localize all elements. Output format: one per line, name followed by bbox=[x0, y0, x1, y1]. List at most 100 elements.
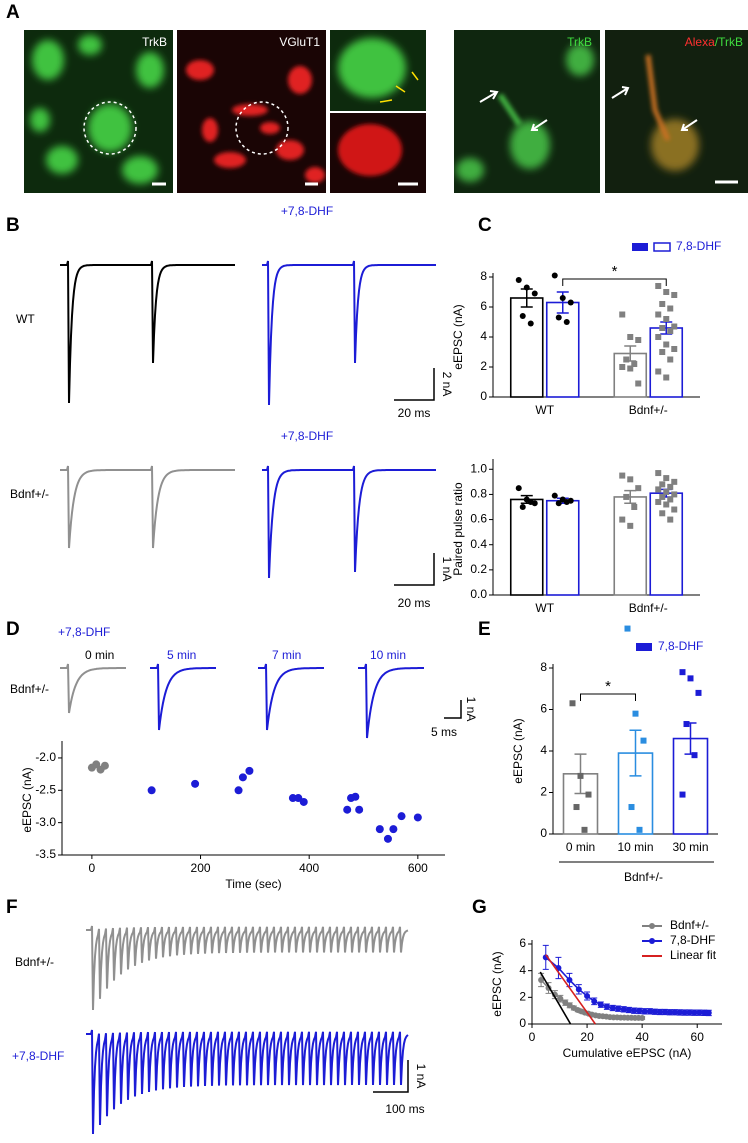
data-point bbox=[567, 299, 574, 306]
data-point bbox=[632, 710, 639, 717]
data-point bbox=[413, 813, 422, 822]
y-tick-label: 6 bbox=[480, 299, 487, 313]
data-point bbox=[551, 492, 558, 499]
data-point bbox=[575, 986, 582, 993]
data-point bbox=[701, 1009, 708, 1016]
data-point bbox=[655, 368, 662, 375]
data-point bbox=[625, 1007, 632, 1013]
y-tick-label: 4 bbox=[480, 329, 487, 343]
data-point bbox=[659, 510, 666, 517]
data-point bbox=[663, 316, 670, 322]
data-point bbox=[667, 496, 674, 503]
data-point bbox=[667, 305, 674, 312]
data-point bbox=[615, 1005, 622, 1012]
data-point bbox=[667, 328, 674, 334]
data-point bbox=[655, 470, 662, 477]
data-point bbox=[563, 319, 570, 325]
data-point bbox=[238, 773, 247, 782]
x-tick-label: 0 min bbox=[566, 840, 595, 854]
panel-label: F bbox=[6, 897, 18, 918]
scale-label: 1 nA bbox=[440, 557, 454, 582]
data-point bbox=[659, 301, 666, 307]
data-point bbox=[631, 1007, 638, 1014]
data-point bbox=[696, 1009, 703, 1016]
data-point bbox=[531, 290, 538, 297]
overlay-label: Alexa/TrkB bbox=[685, 35, 743, 49]
y-axis-label: eEPSC (nA) bbox=[511, 718, 525, 783]
scale-label: 100 ms bbox=[385, 1102, 424, 1116]
data-point bbox=[581, 826, 588, 833]
condition-label: +7,8-DHF bbox=[58, 625, 110, 639]
data-point bbox=[627, 365, 634, 372]
y-tick-label: 2 bbox=[540, 785, 547, 799]
data-point bbox=[691, 752, 698, 759]
y-tick-label: 0.4 bbox=[470, 537, 487, 551]
image-label: TrkB bbox=[142, 35, 167, 49]
data-point bbox=[597, 1001, 604, 1008]
legend-label: Linear fit bbox=[670, 948, 717, 962]
data-point bbox=[656, 1009, 663, 1015]
data-point bbox=[343, 805, 352, 814]
data-point bbox=[619, 472, 626, 479]
data-point bbox=[636, 826, 643, 833]
data-point bbox=[527, 320, 534, 327]
legend-swatch bbox=[632, 243, 648, 251]
significance-bracket bbox=[580, 693, 636, 701]
data-point bbox=[691, 1009, 698, 1016]
time-label: 0 min bbox=[85, 648, 114, 662]
significance-bracket bbox=[562, 278, 667, 286]
vglut1-image bbox=[177, 30, 326, 193]
y-tick-label: 1.0 bbox=[470, 461, 487, 475]
row-label: Bdnf+/- bbox=[10, 487, 49, 501]
legend-swatch bbox=[636, 643, 652, 651]
data-point bbox=[523, 284, 530, 291]
data-point bbox=[603, 1003, 610, 1010]
data-point bbox=[676, 1009, 683, 1016]
data-point bbox=[663, 374, 670, 381]
bar bbox=[649, 327, 684, 398]
data-point bbox=[640, 737, 647, 744]
trace bbox=[60, 465, 235, 549]
data-point bbox=[663, 488, 670, 495]
bar bbox=[649, 492, 684, 596]
data-point bbox=[641, 1008, 648, 1015]
trkb-image bbox=[24, 30, 173, 193]
y-tick-label: 0.2 bbox=[470, 562, 487, 576]
bar bbox=[509, 498, 544, 596]
significance-label: * bbox=[612, 263, 618, 280]
y-tick-label: 0 bbox=[540, 826, 547, 840]
data-point bbox=[659, 325, 666, 331]
data-point bbox=[667, 516, 674, 523]
y-tick-label: 6 bbox=[540, 702, 547, 716]
data-point bbox=[619, 516, 626, 523]
data-point bbox=[687, 675, 694, 682]
label-part: Alexa bbox=[685, 35, 715, 49]
trace bbox=[60, 663, 126, 714]
data-point bbox=[655, 498, 662, 505]
data-point bbox=[671, 292, 678, 298]
data-point bbox=[234, 786, 243, 795]
data-point bbox=[661, 1009, 668, 1015]
data-point bbox=[627, 476, 634, 483]
data-point bbox=[566, 977, 573, 983]
series-line bbox=[539, 971, 572, 1025]
scale-label: 1 nA bbox=[414, 1064, 428, 1089]
y-tick-label: 0 bbox=[480, 389, 487, 403]
data-point bbox=[299, 797, 308, 806]
data-point bbox=[519, 313, 526, 319]
x-tick-label: 60 bbox=[691, 1030, 705, 1044]
data-point bbox=[147, 786, 156, 795]
scale-label: 20 ms bbox=[398, 406, 431, 420]
data-point bbox=[671, 1009, 678, 1016]
panel-label: C bbox=[478, 215, 492, 236]
data-point bbox=[585, 791, 592, 798]
panel-label: B bbox=[6, 215, 20, 236]
x-axis-label: Cumulative eEPSC (nA) bbox=[563, 1046, 692, 1060]
data-point bbox=[635, 485, 642, 492]
scale-label: 20 ms bbox=[398, 596, 431, 610]
data-point bbox=[562, 999, 569, 1006]
data-point bbox=[671, 491, 678, 498]
trace bbox=[262, 260, 436, 406]
row-label: WT bbox=[16, 312, 35, 326]
